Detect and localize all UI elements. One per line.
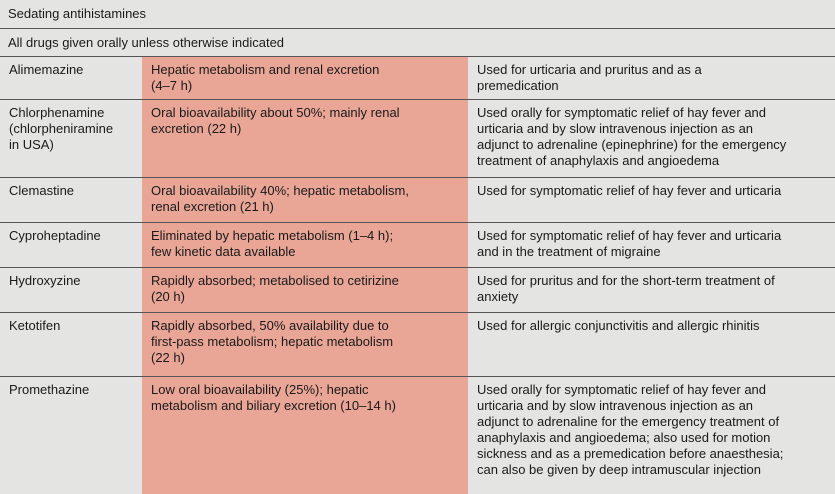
cell-text: Rapidly absorbed, 50% availability due t… — [151, 318, 389, 333]
table-cell: Hydroxyzine — [0, 268, 142, 312]
cell-text: Alimemazine — [9, 62, 84, 77]
cell-text: Used for symptomatic relief of hay fever… — [477, 183, 782, 198]
cell-text: treatment of anaphylaxis and angioedema — [477, 153, 720, 168]
cell-text: Low oral bioavailability (25%); hepatic — [151, 382, 369, 397]
cell-text: few kinetic data available — [151, 244, 296, 259]
table-cell: Hepatic metabolism and renal excretion (4… — [142, 57, 468, 99]
cell-text: first-pass metabolism; hepatic metabolis… — [151, 334, 394, 349]
table-title: Sedating antihistamines — [0, 0, 835, 29]
cell-text: Used for symptomatic relief of hay fever… — [477, 228, 782, 243]
table-cell: Cyproheptadine — [0, 223, 142, 267]
cell-text: excretion (22 h) — [151, 121, 242, 136]
table-cell: Used for urticaria and pruritus and as a… — [468, 57, 835, 99]
table-row: Hydroxyzine Rapidly absorbed; metabolised… — [0, 268, 835, 313]
cell-text: Used orally for symptomatic relief of ha… — [477, 105, 767, 120]
table-cell: Ketotifen — [0, 313, 142, 376]
cell-text: Used for allergic conjunctivitis and all… — [477, 318, 760, 333]
table-cell: Eliminated by hepatic metabolism (1–4 h)… — [142, 223, 468, 267]
table-cell: Alimemazine — [0, 57, 142, 99]
cell-text: Chlorphenamine — [9, 105, 105, 120]
cell-text: Used for urticaria and pruritus and as a — [477, 62, 702, 77]
cell-text: Used for pruritus and for the short-term… — [477, 273, 775, 288]
cell-text: Eliminated by hepatic metabolism (1–4 h)… — [151, 228, 394, 243]
table-row: Ketotifen Rapidly absorbed, 50% availabil… — [0, 313, 835, 377]
cell-text: Oral bioavailability about 50%; mainly r… — [151, 105, 400, 120]
table-cell: Oral bioavailability about 50%; mainly r… — [142, 100, 468, 177]
cell-text: Hydroxyzine — [9, 273, 81, 288]
table-row: Promethazine Low oral bioavailability (25… — [0, 377, 835, 494]
table-cell: Chlorphenamine (chlorpheniramine in USA) — [0, 100, 142, 177]
cell-text: Rapidly absorbed; metabolised to cetiriz… — [151, 273, 399, 288]
cell-text: anaphylaxis and angioedema; also used fo… — [477, 430, 771, 445]
table-row: Cyproheptadine Eliminated by hepatic meta… — [0, 223, 835, 268]
cell-text: adjunct to adrenaline (epinephrine) for … — [477, 137, 787, 152]
cell-text: and in the treatment of migraine — [477, 244, 661, 259]
cell-text: renal excretion (21 h) — [151, 199, 274, 214]
cell-text: (4–7 h) — [151, 78, 193, 93]
cell-text: (20 h) — [151, 289, 185, 304]
table-cell: Used for pruritus and for the short-term… — [468, 268, 835, 312]
cell-text: (22 h) — [151, 350, 185, 365]
cell-text: in USA) — [9, 137, 54, 152]
table-cell: Used orally for symptomatic relief of ha… — [468, 377, 835, 494]
cell-text: Oral bioavailability 40%; hepatic metabo… — [151, 183, 409, 198]
cell-text: Cyproheptadine — [9, 228, 101, 243]
cell-text: Clemastine — [9, 183, 75, 198]
cell-text: sickness and as a premedication before a… — [477, 446, 784, 461]
cell-text: Ketotifen — [9, 318, 61, 333]
table-cell: Promethazine — [0, 377, 142, 494]
table-cell: Used for symptomatic relief of hay fever… — [468, 223, 835, 267]
cell-text: anxiety — [477, 289, 519, 304]
cell-text: adjunct to adrenaline for the emergency … — [477, 414, 780, 429]
cell-text: metabolism and biliary excretion (10–14 … — [151, 398, 396, 413]
cell-text: premedication — [477, 78, 559, 93]
table-cell: Used for symptomatic relief of hay fever… — [468, 178, 835, 222]
table-cell: Used orally for symptomatic relief of ha… — [468, 100, 835, 177]
cell-text: (chlorpheniramine — [9, 121, 114, 136]
table-cell: Rapidly absorbed; metabolised to cetiriz… — [142, 268, 468, 312]
cell-text: can also be given by deep intramuscular … — [477, 462, 762, 477]
table-cell: Rapidly absorbed, 50% availability due t… — [142, 313, 468, 376]
table-cell: Clemastine — [0, 178, 142, 222]
cell-text: Promethazine — [9, 382, 90, 397]
cell-text: Used orally for symptomatic relief of ha… — [477, 382, 767, 397]
table-row: Clemastine Oral bioavailability 40%; hepa… — [0, 178, 835, 223]
table-cell: Used for allergic conjunctivitis and all… — [468, 313, 835, 376]
table-note: All drugs given orally unless otherwise … — [0, 29, 835, 57]
table-cell: Oral bioavailability 40%; hepatic metabo… — [142, 178, 468, 222]
table-cell: Low oral bioavailability (25%); hepatic m… — [142, 377, 468, 494]
cell-text: urticaria and by slow intravenous inject… — [477, 121, 754, 136]
cell-text: urticaria and by slow intravenous inject… — [477, 398, 754, 413]
table-row: Chlorphenamine (chlorpheniramine in USA) Or… — [0, 100, 835, 178]
table-row: Alimemazine Hepatic metabolism and renal … — [0, 57, 835, 100]
cell-text: Hepatic metabolism and renal excretion — [151, 62, 380, 77]
